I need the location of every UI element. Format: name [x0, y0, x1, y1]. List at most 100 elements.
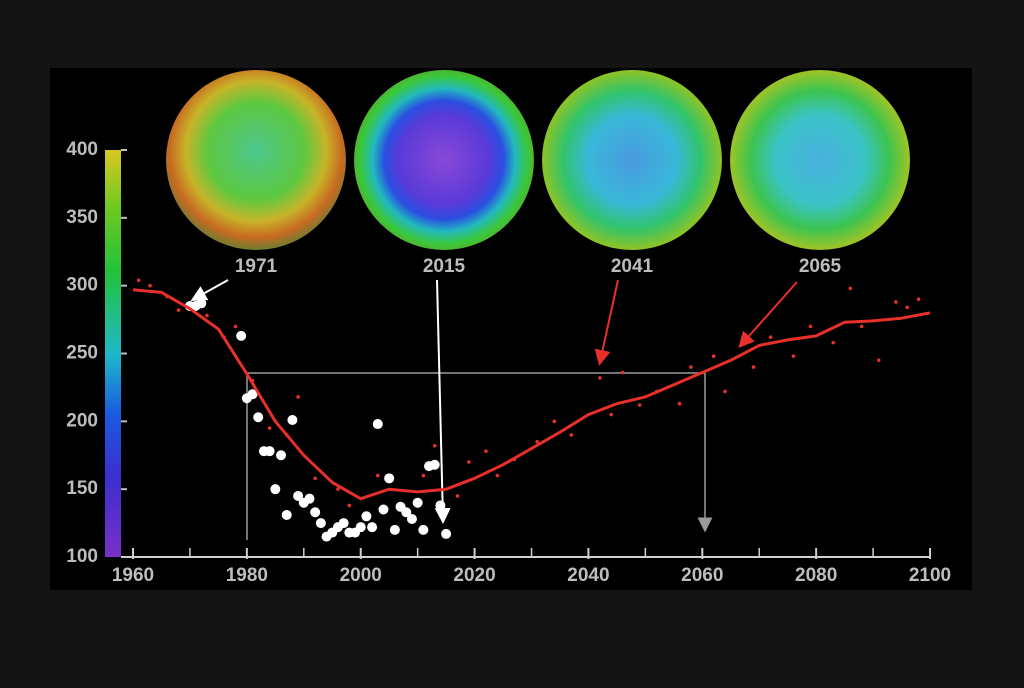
- model-point: [267, 426, 272, 430]
- model-point: [751, 365, 756, 369]
- observation-point: [247, 389, 258, 400]
- observation-point: [355, 522, 366, 533]
- model-point: [677, 401, 682, 406]
- model-point: [421, 473, 426, 478]
- model-point: [916, 297, 921, 302]
- observation-point: [287, 414, 298, 425]
- model-point: [609, 412, 613, 417]
- model-point: [637, 403, 642, 407]
- annotation-label: 2065: [799, 256, 842, 277]
- model-line: [132, 288, 931, 501]
- observation-point: [378, 504, 389, 515]
- model-point: [711, 354, 716, 359]
- annotation-label: 2015: [423, 256, 466, 277]
- color-bar: [105, 150, 121, 557]
- model-point: [808, 324, 813, 329]
- model-point: [740, 340, 744, 345]
- model-point: [136, 278, 141, 283]
- x-tick-label: 2100: [909, 565, 951, 586]
- x-tick-label: 2040: [567, 565, 609, 586]
- model-point: [768, 335, 773, 340]
- observation-point: [384, 473, 395, 484]
- y-tick-label: 200: [66, 410, 98, 431]
- y-tick-label: 250: [66, 343, 98, 364]
- observation-point: [412, 497, 423, 508]
- observation-point: [401, 507, 412, 518]
- model-point: [205, 313, 209, 318]
- model-point: [569, 433, 574, 437]
- x-tick-label: 2080: [795, 565, 837, 586]
- model-point: [148, 283, 152, 288]
- model-point: [313, 476, 317, 481]
- globe: [166, 70, 346, 250]
- model-point: [375, 473, 380, 478]
- x-tick-label: 2000: [340, 565, 382, 586]
- observation-point: [441, 528, 452, 539]
- observation-point: [361, 511, 372, 522]
- x-tick-label: 1960: [112, 565, 154, 586]
- observation-point: [429, 459, 440, 470]
- annotation-arrow: [434, 279, 451, 524]
- model-point: [455, 494, 460, 498]
- x-tick-label: 1980: [226, 565, 268, 586]
- observation-point: [276, 450, 287, 461]
- globe: [542, 70, 722, 250]
- observation-point: [315, 518, 326, 529]
- model-point: [484, 449, 488, 453]
- model-point: [296, 395, 300, 399]
- model-point: [791, 354, 796, 359]
- model-point: [689, 365, 693, 369]
- annotation-arrow: [738, 281, 798, 348]
- observation-point: [304, 493, 315, 504]
- y-tick-label: 350: [66, 207, 98, 228]
- globe: [354, 70, 534, 250]
- observation-point: [435, 500, 446, 511]
- model-point: [859, 324, 864, 329]
- model-point: [831, 340, 836, 345]
- annotation-arrow: [594, 279, 619, 366]
- model-point: [848, 286, 853, 291]
- x-tick-label: 2020: [453, 565, 495, 586]
- model-point: [620, 370, 625, 375]
- observation-point: [264, 446, 275, 457]
- model-point: [347, 503, 352, 508]
- observation-point: [406, 514, 417, 525]
- annotation-label: 2041: [611, 256, 654, 277]
- model-point: [495, 473, 500, 478]
- y-tick-label: 100: [66, 546, 98, 567]
- model-point: [598, 376, 602, 380]
- observation-point: [310, 507, 321, 518]
- y-tick-label: 300: [66, 275, 98, 296]
- model-point: [336, 487, 340, 491]
- observation-point: [418, 524, 429, 535]
- model-point: [176, 308, 181, 312]
- observation-point: [196, 298, 207, 309]
- observation-point: [281, 509, 292, 520]
- observation-point: [389, 524, 400, 535]
- model-point: [467, 460, 471, 464]
- observation-point: [367, 522, 378, 533]
- model-point: [432, 443, 437, 448]
- y-tick-label: 150: [66, 478, 98, 499]
- observation-point: [270, 484, 281, 495]
- observation-point: [236, 330, 247, 341]
- observation-point: [372, 419, 383, 430]
- annotation-arrow: [190, 279, 229, 301]
- globe: [730, 70, 910, 250]
- model-point: [894, 300, 898, 304]
- observation-point: [253, 412, 264, 423]
- globes: [166, 70, 910, 250]
- model-point: [876, 358, 881, 363]
- model-point: [535, 439, 539, 444]
- model-point: [905, 305, 910, 310]
- observation-point: [338, 518, 349, 529]
- model-point: [723, 389, 727, 394]
- x-tick-label: 2060: [681, 565, 723, 586]
- observation-point: [293, 490, 304, 501]
- y-tick-label: 400: [66, 139, 98, 160]
- model-point: [233, 324, 238, 329]
- model-point: [552, 419, 557, 424]
- annotation-label: 1971: [235, 256, 278, 277]
